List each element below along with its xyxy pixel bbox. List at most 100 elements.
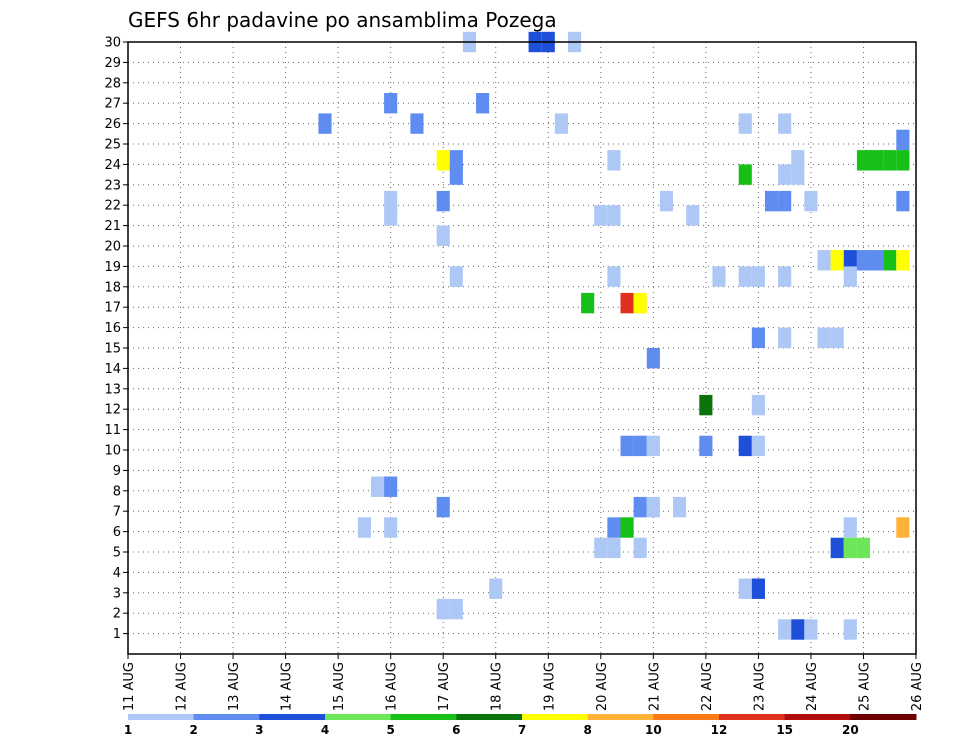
y-tick-label: 16 [104, 321, 121, 336]
x-tick-label: 15 AUG [332, 662, 347, 711]
grid-layer [128, 42, 916, 654]
y-tick-label: 19 [104, 260, 121, 275]
y-tick-label: 9 [113, 464, 121, 479]
heatmap-cell [778, 190, 792, 212]
colorbar: 1 2 3 4 5 6 7 8 10 12 15 20 [124, 714, 917, 737]
x-tick-label: 11 AUG [122, 662, 137, 711]
heatmap-cell [607, 537, 621, 559]
heatmap-cell [607, 205, 621, 226]
colorbar-label: 3 [255, 723, 263, 737]
colorbar-label: 15 [776, 723, 793, 737]
heatmap-cell [699, 394, 713, 416]
heatmap-cell [843, 619, 857, 640]
y-tick-label: 7 [113, 505, 121, 520]
y-tick-label: 1 [113, 627, 121, 642]
y-tick-label: 17 [104, 301, 121, 316]
colorbar-label: 1 [124, 723, 132, 737]
colorbar-segment [653, 714, 720, 720]
heatmap-cell [581, 292, 595, 314]
heatmap-cell [370, 476, 385, 497]
heatmap-cell [751, 578, 765, 599]
heatmap-cell [896, 517, 910, 538]
x-tick-label: 22 AUG [700, 662, 715, 711]
x-tick-label: 25 AUG [857, 662, 872, 711]
heatmap-cell [633, 292, 647, 314]
heatmap-cell [896, 150, 910, 171]
heatmap-cell [778, 164, 792, 185]
colorbar-segment [128, 714, 195, 720]
heatmap-cell [738, 266, 752, 287]
heatmap-cell [449, 266, 463, 287]
heatmap-cell [476, 93, 490, 114]
heatmap-cell [738, 435, 752, 457]
y-tick-label: 25 [104, 138, 121, 153]
y-tick-label: 8 [113, 484, 121, 499]
colorbar-label: 5 [386, 723, 394, 737]
heatmap-cell [738, 578, 752, 599]
heatmap-cell [830, 537, 844, 559]
heatmap-cell [804, 619, 818, 640]
x-tick-label: 13 AUG [227, 662, 242, 711]
heatmap-cell [778, 266, 792, 287]
heatmap-cell [384, 517, 398, 538]
heatmap-cell [633, 537, 647, 559]
heatmap-cell [449, 164, 463, 185]
colorbar-label: 4 [321, 723, 329, 737]
heatmap-cell [686, 205, 700, 226]
heatmap-cell [896, 250, 910, 271]
y-tick-label: 13 [104, 382, 121, 397]
x-tick-label: 24 AUG [805, 662, 820, 711]
heatmap-cell [594, 537, 608, 559]
heatmap-cell [633, 496, 647, 518]
x-tick-label: 14 AUG [280, 662, 295, 711]
heatmap-cell [843, 266, 857, 287]
y-tick-label: 3 [113, 586, 121, 601]
heatmap-cell [883, 250, 897, 271]
heatmap-cell [804, 190, 818, 212]
heatmap-cell [843, 250, 857, 271]
heatmap-cell [751, 266, 765, 287]
heatmap-cell [489, 578, 503, 599]
heatmap-cell [883, 150, 897, 171]
heatmap-cell [318, 113, 332, 134]
y-tick-label: 12 [104, 403, 121, 418]
y-axis: 1234567891011121314151617181920212223242… [104, 36, 128, 642]
heatmap-cell [607, 517, 621, 538]
heatmap-cell [620, 435, 634, 457]
y-tick-label: 22 [104, 199, 121, 214]
y-tick-label: 23 [104, 178, 121, 193]
x-tick-label: 21 AUG [647, 662, 662, 711]
heatmap-cell [896, 129, 910, 151]
heatmap-cell [830, 327, 844, 348]
x-axis: 11 AUG 12 AUG 13 AUG 14 AUG 15 AUG 16 AUG 17 A… [122, 654, 925, 711]
heatmap-cell [870, 250, 884, 271]
colorbar-label: 2 [189, 723, 197, 737]
x-tick-label: 16 AUG [385, 662, 400, 711]
heatmap-cell [817, 327, 831, 348]
x-tick-label: 12 AUG [175, 662, 190, 711]
colorbar-segment [193, 714, 260, 720]
heatmap-cell [791, 164, 805, 185]
colorbar-label: 6 [452, 723, 460, 737]
heatmap-cell [436, 598, 450, 620]
heatmap-cell [594, 205, 608, 226]
y-tick-label: 27 [104, 97, 121, 112]
colorbar-segment [850, 714, 917, 720]
heatmap-cell [620, 292, 634, 314]
heatmap-cell [751, 435, 765, 457]
heatmap-cell [384, 476, 398, 497]
colorbar-label: 12 [711, 723, 728, 737]
y-tick-label: 30 [104, 36, 121, 51]
heatmap-cell [778, 327, 792, 348]
heatmap-cell [646, 435, 660, 457]
colorbar-label: 7 [518, 723, 526, 737]
heatmap-cell [778, 619, 792, 640]
y-tick-label: 28 [104, 76, 121, 91]
colorbar-label: 8 [583, 723, 591, 737]
x-tick-label: 19 AUG [542, 662, 557, 711]
heatmap-cell [607, 150, 621, 171]
heatmap-cell [817, 250, 831, 271]
heatmap-cell [843, 537, 857, 559]
heatmap-cell [436, 190, 450, 212]
